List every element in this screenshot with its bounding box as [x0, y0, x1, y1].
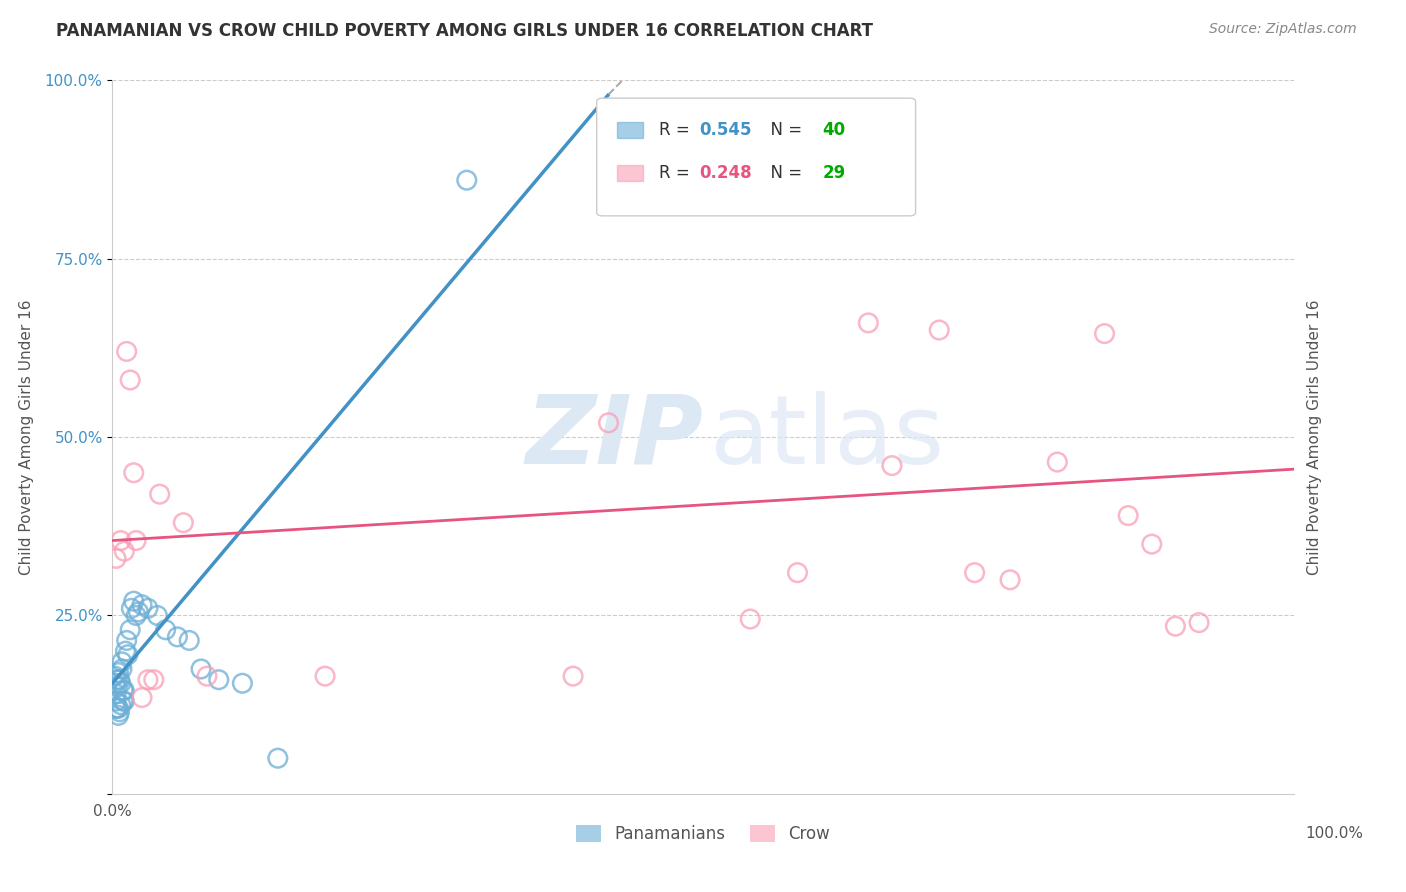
Point — [105, 687, 128, 701]
Point — [1140, 537, 1163, 551]
Point — [112, 544, 135, 558]
Point — [131, 598, 153, 612]
Point — [314, 669, 336, 683]
Text: ZIP: ZIP — [524, 391, 703, 483]
Point — [456, 173, 478, 187]
Point — [117, 648, 139, 662]
Point — [149, 487, 172, 501]
Y-axis label: Child Poverty Among Girls Under 16: Child Poverty Among Girls Under 16 — [1308, 300, 1323, 574]
Point — [1116, 508, 1139, 523]
Point — [112, 694, 135, 708]
Point — [105, 680, 128, 694]
Point — [880, 458, 903, 473]
Point — [858, 316, 880, 330]
Point — [115, 633, 138, 648]
Point — [105, 701, 128, 715]
Point — [136, 673, 159, 687]
Point — [131, 690, 153, 705]
Point — [105, 694, 128, 708]
Point — [172, 516, 194, 530]
FancyBboxPatch shape — [617, 165, 643, 181]
FancyBboxPatch shape — [617, 122, 643, 138]
Point — [122, 594, 145, 608]
Point — [108, 705, 131, 719]
Point — [105, 551, 128, 566]
Point — [111, 662, 134, 676]
Point — [125, 608, 148, 623]
Point — [110, 698, 132, 712]
Point — [105, 701, 128, 715]
Point — [112, 694, 135, 708]
Point — [115, 344, 138, 359]
Point — [155, 623, 177, 637]
Point — [112, 683, 135, 698]
Text: 40: 40 — [823, 121, 845, 139]
Point — [107, 708, 129, 723]
Point — [963, 566, 986, 580]
Point — [105, 673, 128, 687]
Point — [120, 623, 142, 637]
Text: R =: R = — [659, 164, 696, 182]
Point — [1188, 615, 1211, 630]
Point — [107, 701, 129, 715]
Point — [267, 751, 290, 765]
Point — [562, 669, 585, 683]
Point — [104, 676, 127, 690]
Point — [136, 601, 159, 615]
Point — [928, 323, 950, 337]
Point — [740, 612, 762, 626]
Point — [104, 669, 127, 683]
Point — [142, 673, 165, 687]
Point — [120, 601, 142, 615]
Point — [179, 633, 201, 648]
Text: PANAMANIAN VS CROW CHILD POVERTY AMONG GIRLS UNDER 16 CORRELATION CHART: PANAMANIAN VS CROW CHILD POVERTY AMONG G… — [56, 22, 873, 40]
Text: 0.248: 0.248 — [699, 164, 752, 182]
Point — [114, 644, 136, 658]
Point — [107, 665, 129, 680]
Point — [125, 533, 148, 548]
Text: 0.545: 0.545 — [699, 121, 752, 139]
Point — [208, 673, 231, 687]
FancyBboxPatch shape — [596, 98, 915, 216]
Y-axis label: Child Poverty Among Girls Under 16: Child Poverty Among Girls Under 16 — [18, 300, 34, 574]
Text: R =: R = — [659, 121, 696, 139]
Text: 29: 29 — [823, 164, 845, 182]
Point — [166, 630, 188, 644]
Point — [110, 533, 132, 548]
Point — [786, 566, 808, 580]
Text: N =: N = — [759, 164, 807, 182]
Text: N =: N = — [759, 121, 807, 139]
Point — [998, 573, 1021, 587]
Point — [1164, 619, 1187, 633]
Point — [122, 466, 145, 480]
Point — [1046, 455, 1069, 469]
Point — [146, 608, 169, 623]
Point — [1094, 326, 1116, 341]
Point — [195, 669, 218, 683]
Point — [112, 683, 135, 698]
Point — [231, 676, 253, 690]
Point — [190, 662, 212, 676]
Legend: Panamanians, Crow: Panamanians, Crow — [569, 818, 837, 850]
Point — [127, 605, 149, 619]
Point — [108, 673, 131, 687]
Point — [111, 655, 134, 669]
Point — [598, 416, 620, 430]
Text: Source: ZipAtlas.com: Source: ZipAtlas.com — [1209, 22, 1357, 37]
Text: 100.0%: 100.0% — [1305, 826, 1364, 841]
Point — [110, 676, 132, 690]
Text: atlas: atlas — [709, 391, 943, 483]
Point — [120, 373, 142, 387]
